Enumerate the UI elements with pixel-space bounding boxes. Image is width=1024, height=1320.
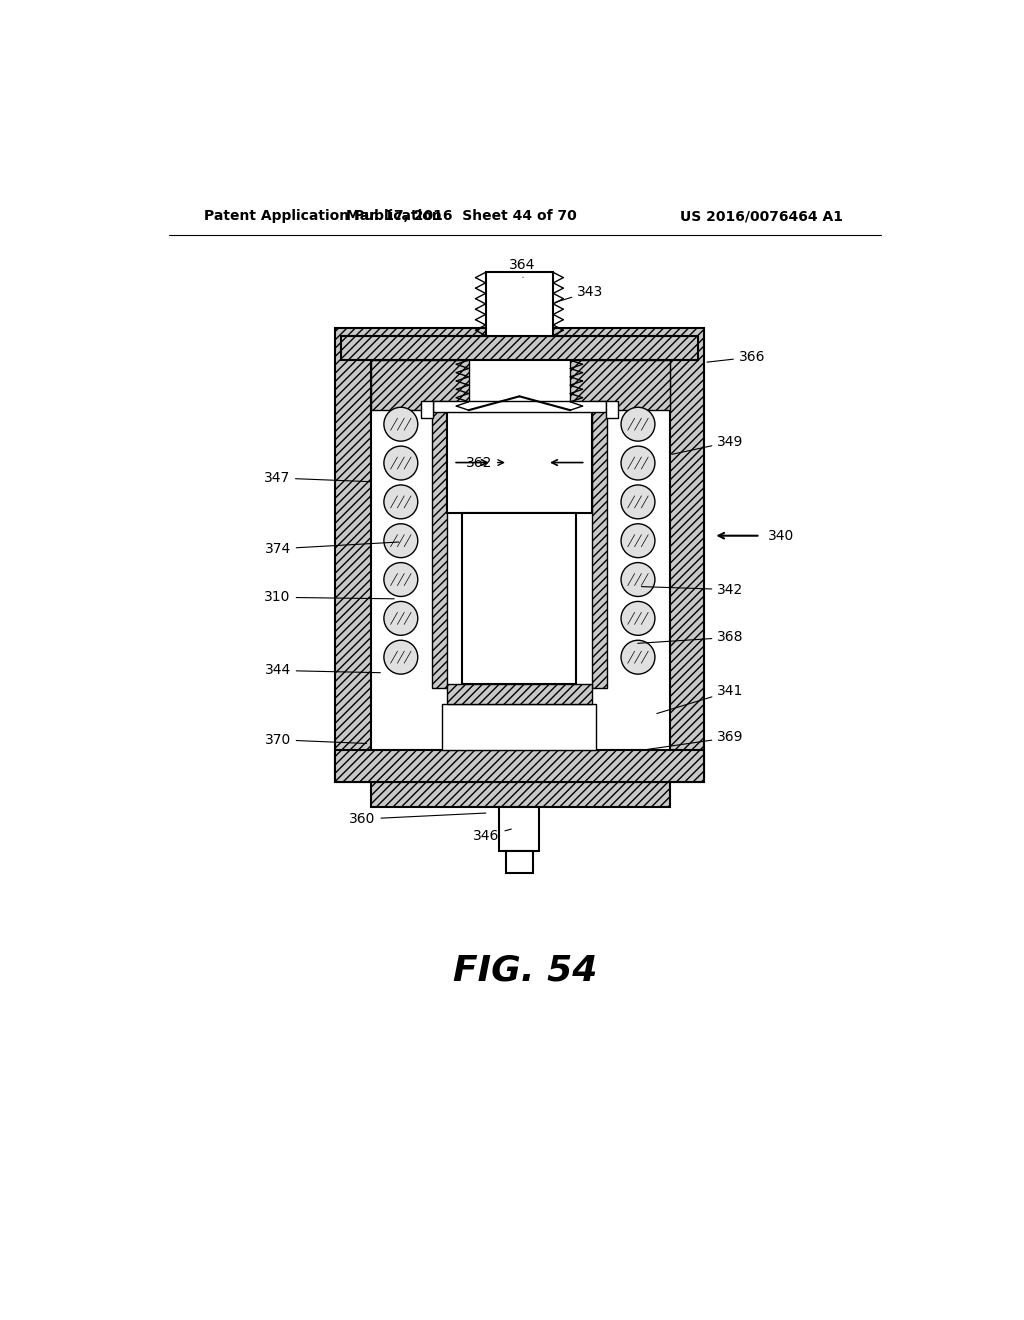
Circle shape	[384, 408, 418, 441]
Circle shape	[621, 484, 655, 519]
Text: 341: 341	[656, 684, 743, 714]
Circle shape	[384, 484, 418, 519]
Text: 344: 344	[264, 664, 380, 677]
Text: FIG. 54: FIG. 54	[453, 954, 597, 987]
Bar	[433, 401, 605, 412]
Text: 369: 369	[647, 730, 743, 750]
Text: 362: 362	[466, 455, 493, 470]
Text: 347: 347	[264, 471, 371, 484]
Text: 349: 349	[673, 434, 743, 454]
Bar	[506, 851, 534, 873]
Circle shape	[384, 524, 418, 557]
Text: Mar. 17, 2016  Sheet 44 of 70: Mar. 17, 2016 Sheet 44 of 70	[346, 209, 578, 223]
Bar	[371, 781, 670, 807]
Bar	[371, 360, 469, 411]
Bar	[341, 335, 698, 360]
Bar	[485, 272, 553, 335]
Circle shape	[384, 640, 418, 675]
Circle shape	[384, 602, 418, 635]
Circle shape	[384, 562, 418, 597]
Text: 364: 364	[509, 257, 535, 277]
Text: 360: 360	[349, 812, 485, 826]
Circle shape	[621, 446, 655, 480]
Text: 368: 368	[638, 631, 743, 644]
Circle shape	[621, 562, 655, 597]
Bar	[421, 401, 433, 418]
Text: 310: 310	[264, 590, 394, 605]
Bar	[335, 327, 705, 781]
Bar	[447, 684, 592, 705]
Text: 343: 343	[555, 285, 603, 302]
Text: 342: 342	[641, 582, 743, 597]
Circle shape	[621, 602, 655, 635]
Bar	[371, 342, 670, 763]
Bar	[432, 401, 447, 688]
Bar	[570, 360, 670, 411]
Text: 366: 366	[707, 350, 765, 364]
Circle shape	[621, 408, 655, 441]
Circle shape	[621, 640, 655, 675]
Text: Patent Application Publication: Patent Application Publication	[204, 209, 441, 223]
Text: 374: 374	[264, 541, 398, 556]
Circle shape	[621, 524, 655, 557]
Bar	[463, 513, 577, 684]
Bar	[500, 807, 540, 851]
Circle shape	[384, 446, 418, 480]
Bar	[447, 412, 592, 513]
Text: 346: 346	[473, 829, 511, 843]
Text: 370: 370	[264, 733, 367, 747]
Text: US 2016/0076464 A1: US 2016/0076464 A1	[681, 209, 844, 223]
Bar	[605, 401, 617, 418]
Bar	[335, 750, 705, 781]
Text: 340: 340	[768, 529, 795, 543]
Bar	[592, 401, 607, 688]
Bar	[442, 705, 596, 750]
